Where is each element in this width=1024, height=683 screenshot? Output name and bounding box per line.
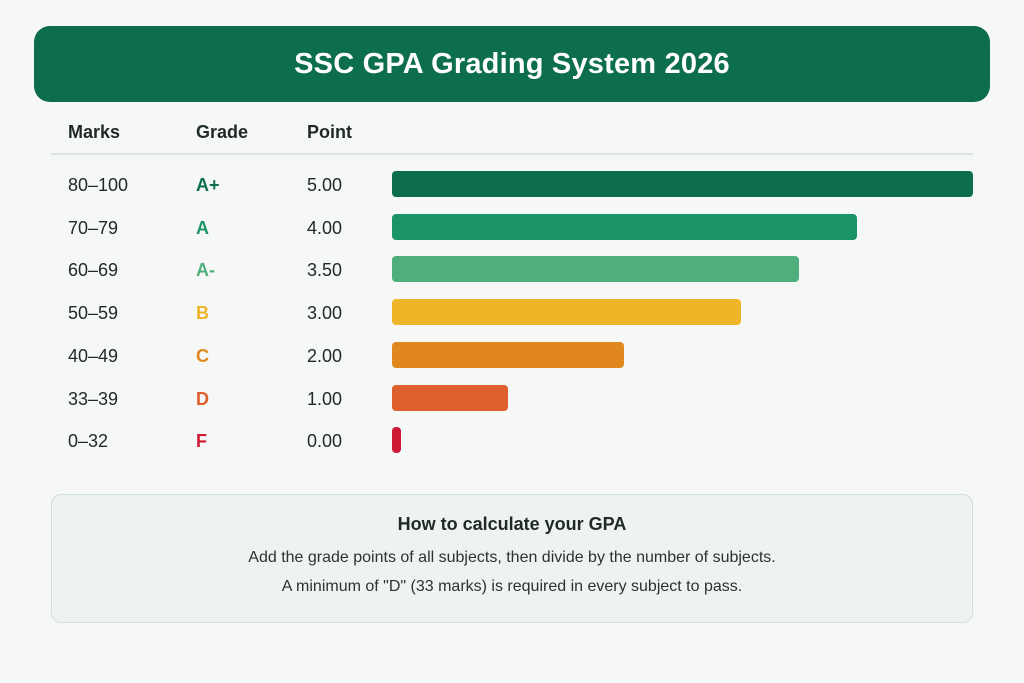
marks-range: 0–32 [68,431,109,452]
point-value: 1.00 [307,388,343,409]
title-banner: SSC GPA Grading System 2026 [34,26,990,102]
grade-label: A- [196,260,215,281]
page-title: SSC GPA Grading System 2026 [294,47,730,80]
table-row: 50–59 B 3.00 [0,299,1024,327]
grade-label: C [196,345,209,366]
marks-range: 40–49 [68,345,119,366]
table-row: 60–69 A- 3.50 [0,256,1024,284]
grade-bar [392,171,973,197]
header-divider [51,153,973,155]
grade-bar [392,341,625,368]
grade-label: A [196,217,209,238]
point-value: 4.00 [307,217,343,238]
table-row: 0–32 F 0.00 [0,427,1024,455]
table-row: 40–49 C 2.00 [0,341,1024,370]
table-row: 70–79 A 4.00 [0,213,1024,242]
point-value: 0.00 [307,431,343,452]
header-point: Point [307,122,352,142]
marks-range: 70–79 [68,217,119,238]
table-row: 33–39 D 1.00 [0,384,1024,413]
point-value: 5.00 [307,175,343,195]
table-row: 80–100 A+ 5.00 [0,171,1024,199]
point-value: 3.00 [307,303,343,324]
marks-range: 50–59 [68,303,119,324]
info-line-2: A minimum of "D" (33 marks) is required … [281,578,743,595]
grade-bar [392,213,857,240]
header-marks: Marks [68,122,121,142]
info-title: How to calculate your GPA [397,514,627,534]
point-value: 3.50 [307,260,343,281]
marks-range: 60–69 [68,260,119,281]
grade-label: F [196,431,207,452]
grade-bar [392,256,799,283]
grade-label: D [196,388,209,409]
grade-bar [392,427,401,454]
grade-bar [392,299,741,326]
marks-range: 33–39 [68,388,119,409]
grade-label: A+ [196,175,220,195]
marks-range: 80–100 [68,175,129,195]
grade-label: B [196,303,209,324]
grade-bar [392,384,509,411]
point-value: 2.00 [307,345,343,366]
info-box: How to calculate your GPA Add the grade … [51,494,973,623]
info-line-1: Add the grade points of all subjects, th… [248,549,776,566]
table-header: Marks Grade Point [0,122,1024,146]
header-grade: Grade [196,122,249,142]
